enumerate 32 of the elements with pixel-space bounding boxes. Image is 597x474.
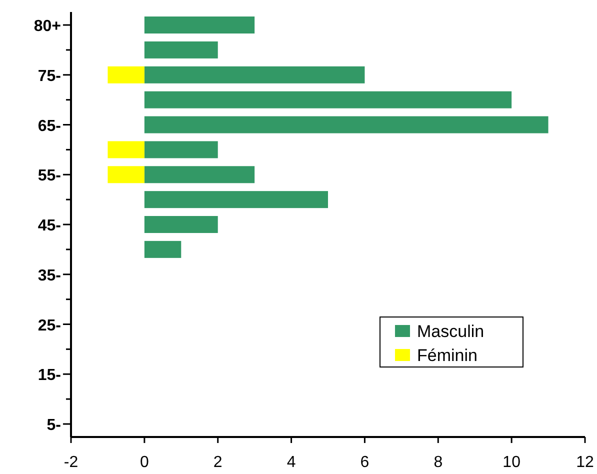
bar	[144, 191, 328, 208]
y-tick-label: 65-	[38, 118, 61, 135]
bar	[108, 166, 144, 184]
legend-label: Masculin	[417, 322, 484, 341]
x-tick-label: 2	[213, 454, 222, 471]
y-tick-label: 80+	[34, 18, 61, 35]
x-tick-label: 8	[434, 454, 443, 471]
bar	[144, 216, 218, 233]
bar	[108, 66, 144, 84]
bar	[144, 41, 218, 58]
x-tick-label: 4	[286, 454, 296, 471]
bar	[144, 116, 548, 134]
legend-label: Féminin	[417, 346, 478, 365]
x-tick-label: 10	[502, 454, 521, 471]
y-tick-label: 45-	[38, 218, 61, 234]
y-tick-label: 15-	[38, 367, 61, 384]
bar	[144, 166, 255, 184]
bar	[144, 240, 182, 258]
bar	[144, 66, 365, 84]
y-tick-label: 5-	[46, 417, 61, 434]
x-tick-label: 0	[140, 454, 149, 471]
bar	[144, 141, 218, 158]
y-tick-label: 35-	[38, 267, 61, 284]
y-tick-label: 55-	[38, 168, 61, 185]
bar	[108, 141, 144, 158]
y-tick-label: 25-	[38, 317, 61, 334]
x-tick-label: -2	[64, 454, 78, 471]
x-tick-label: 12	[576, 454, 594, 471]
x-tick-label: 6	[360, 454, 370, 471]
bar	[144, 91, 512, 108]
bar	[144, 16, 255, 34]
y-tick-label: 75-	[38, 68, 61, 85]
